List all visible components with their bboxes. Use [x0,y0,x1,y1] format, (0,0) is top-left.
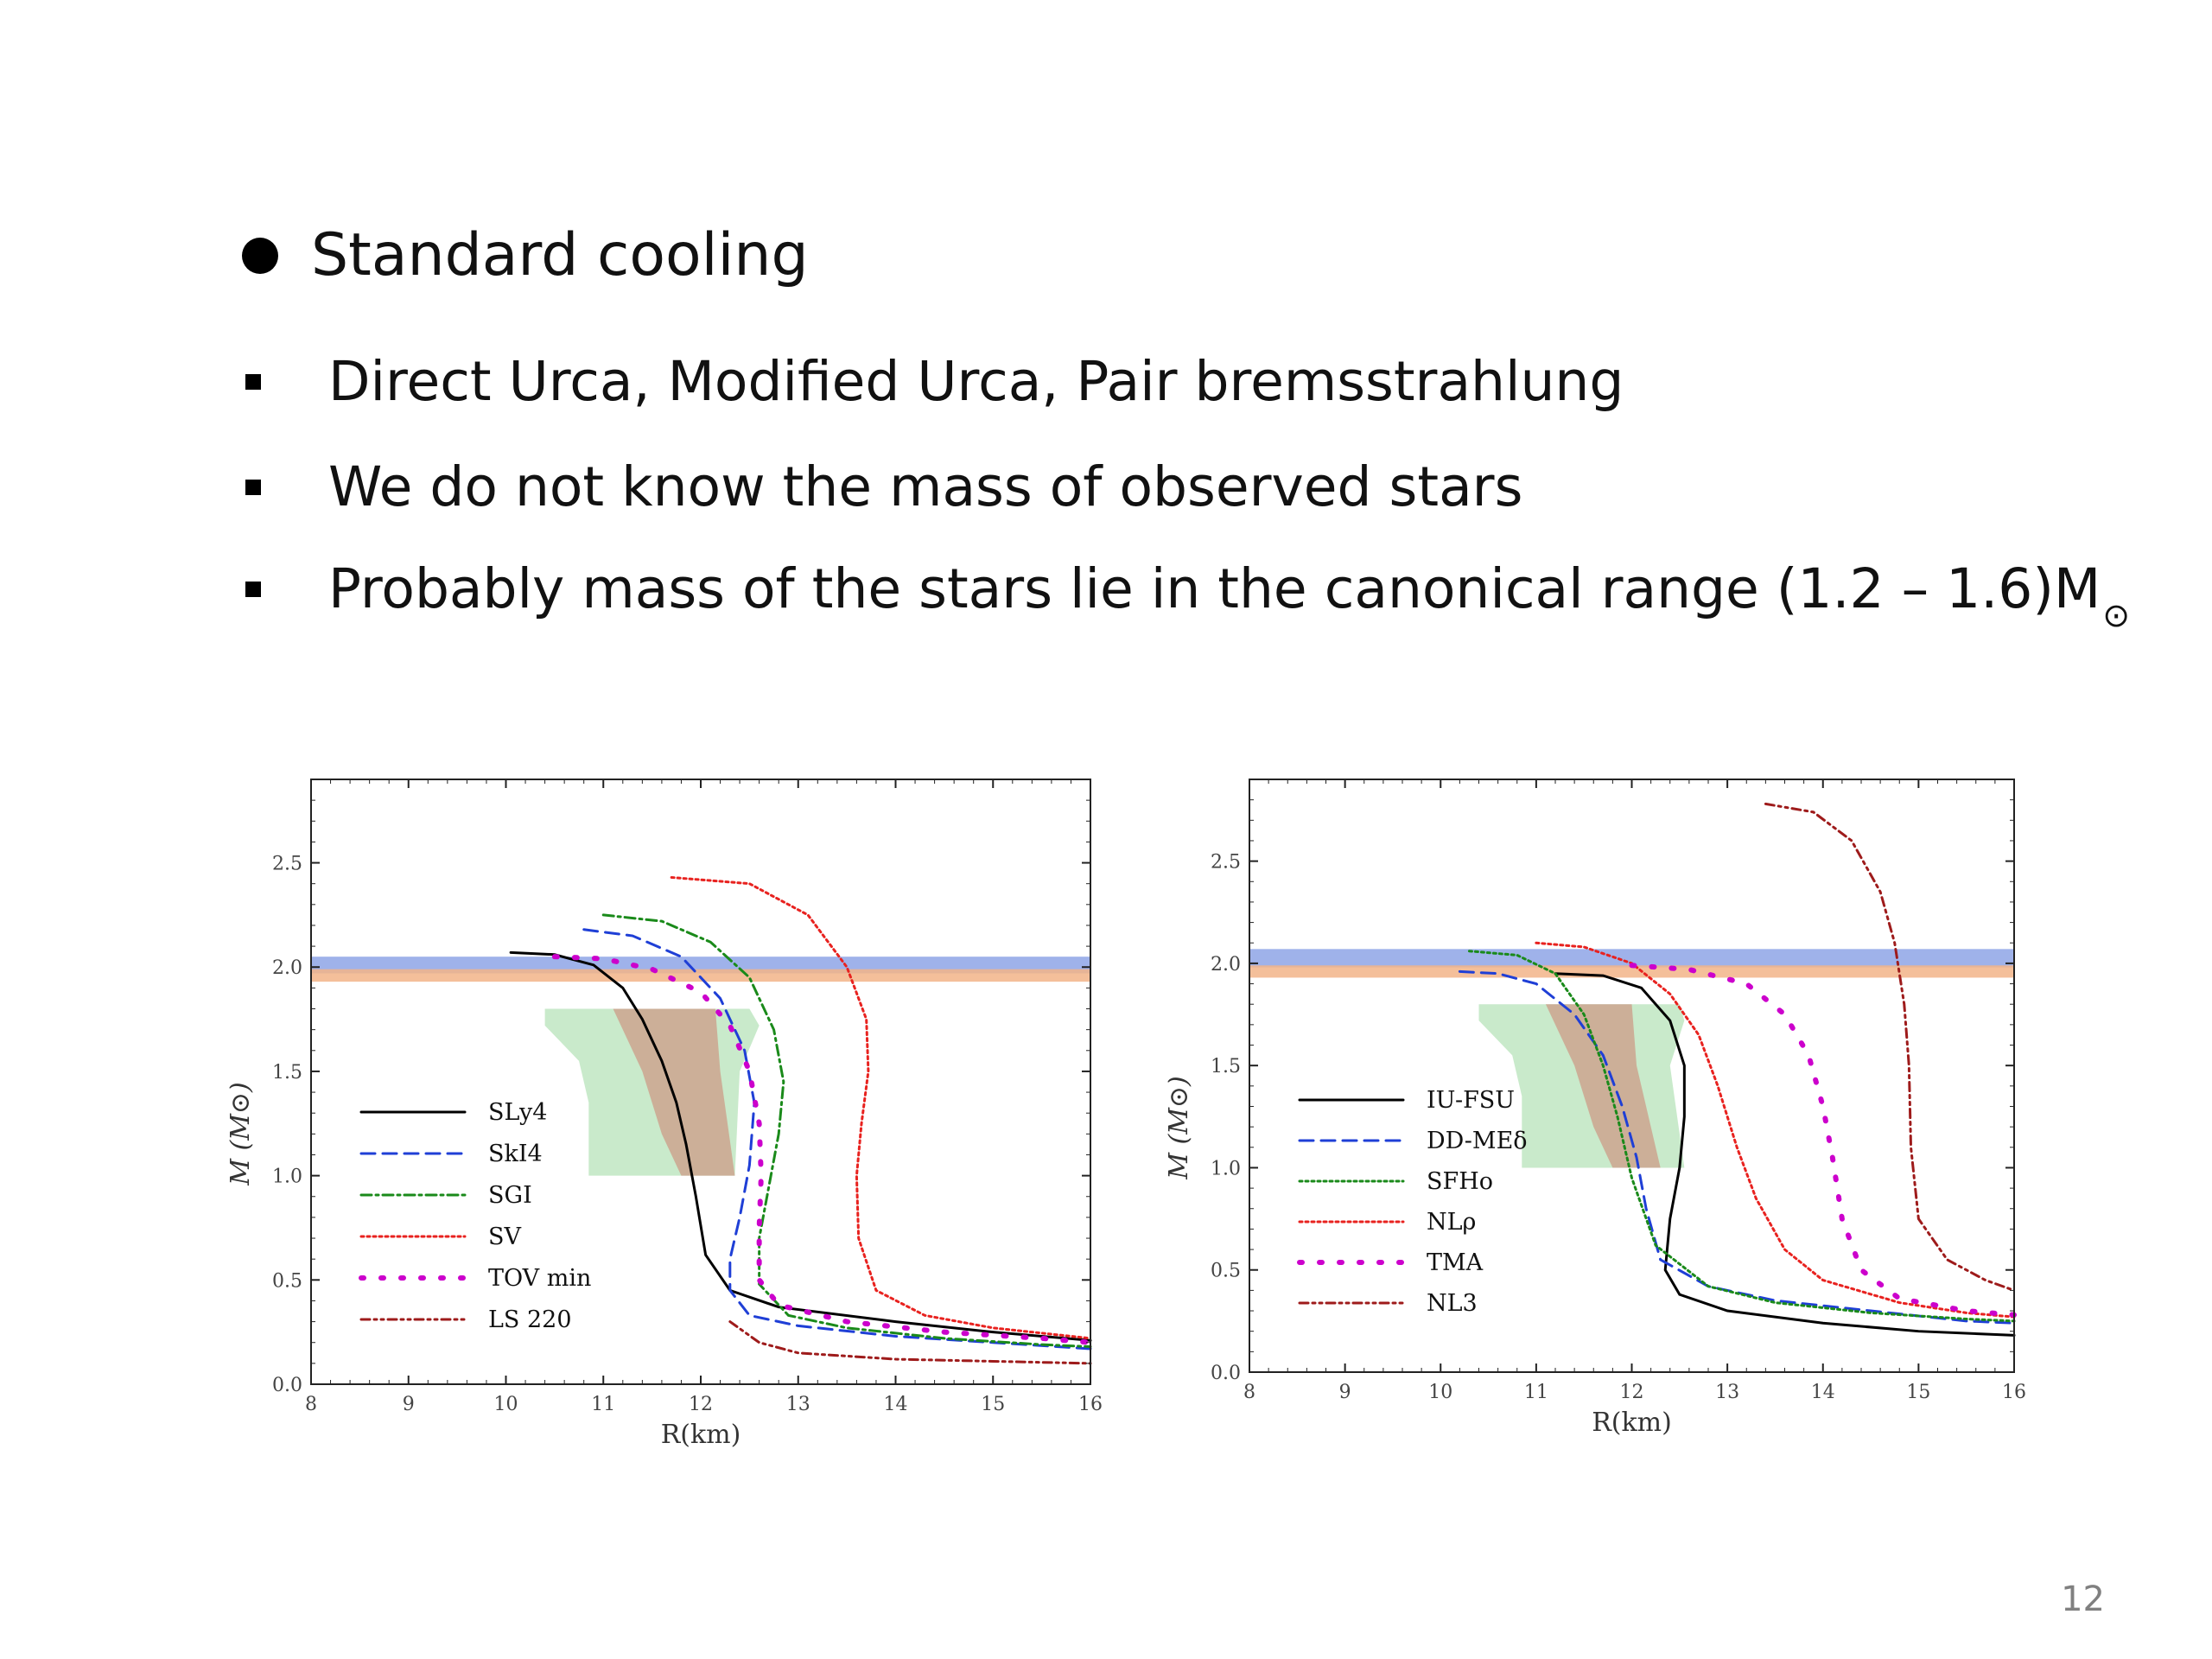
x-tick-label: 14 [884,1394,908,1415]
series-line [1764,802,2016,1292]
y-tick-label: 1.0 [272,1166,302,1188]
x-tick-label: 16 [2002,1382,2026,1403]
y-tick-label: 0.5 [272,1270,302,1292]
legend-label: SkI4 [488,1141,543,1167]
legend-label: DD-MEδ [1427,1128,1528,1154]
y-tick-label: 2.5 [272,854,302,875]
legend-label: TOV min [488,1265,591,1292]
bullet-text: Direct Urca, Modified Urca, Pair bremsst… [328,350,1624,413]
legend-label: SV [488,1224,521,1250]
y-tick-label: 1.5 [272,1062,302,1084]
slide-text: Standard cooling Direct Urca, Modified U… [0,0,2212,657]
x-tick-label: 12 [1620,1382,1644,1403]
x-tick-label: 16 [1078,1394,1103,1415]
x-tick-label: 12 [689,1394,713,1415]
mass-band-orange [1249,965,2014,978]
y-tick-label: 0.5 [1211,1261,1241,1282]
series-line [1467,950,2016,1323]
sun-symbol: ⊙ [2102,596,2131,634]
bullet-item: Direct Urca, Modified Urca, Pair bremsst… [245,354,1624,409]
series-line [1554,972,2016,1337]
square-bullet [245,581,261,597]
round-bullet [242,238,278,274]
series-line [582,928,1092,1351]
x-tick-label: 8 [1243,1382,1255,1403]
mass-band-blue [311,957,1090,974]
bullet-item: Probably mass of the stars lie in the ca… [245,562,2130,632]
legend-label: IU-FSU [1427,1087,1515,1114]
legend-label: NLρ [1427,1209,1476,1236]
x-tick-label: 9 [403,1394,415,1415]
x-axis-label: R(km) [1592,1408,1672,1438]
y-axis-label: M (M⊙) [226,1082,256,1186]
series-line [509,950,1092,1342]
y-tick-label: 1.0 [1211,1158,1241,1179]
legend-label: LS 220 [488,1306,572,1333]
legend-label: SLy4 [488,1099,547,1126]
x-tick-label: 11 [1524,1382,1548,1403]
mass-band-orange [311,969,1090,982]
square-bullet [245,479,261,495]
y-tick-label: 1.5 [1211,1056,1241,1077]
x-tick-label: 15 [1906,1382,1930,1403]
x-tick-label: 14 [1811,1382,1835,1403]
y-axis-label: M (M⊙) [1164,1076,1194,1180]
bullet-text-main: Probably mass of the stars lie in the ca… [328,557,2101,620]
bullet-item: We do not know the mass of observed star… [245,460,1522,514]
x-tick-label: 11 [591,1394,615,1415]
series-line [728,1320,1092,1365]
x-tick-label: 10 [1428,1382,1452,1403]
y-tick-label: 2.0 [272,957,302,979]
y-tick-label: 0.0 [272,1375,302,1396]
y-tick-label: 0.0 [1211,1363,1241,1384]
bullet-text: We do not know the mass of observed star… [328,455,1523,518]
chart-2: 8 9 10 11 12 13 14 15 16 0.0 0.5 1.0 1.5 2.0 2.5 R(km) M… [1164,779,2026,1438]
series-line [1629,963,2017,1318]
heading-row: Standard cooling [242,226,809,285]
x-axis-label: R(km) [661,1420,741,1450]
y-tick-label: 2.0 [1211,954,1241,976]
legend-label: NL3 [1427,1290,1478,1317]
mass-band-blue [1249,949,2014,968]
series-line [670,875,1092,1340]
x-tick-label: 8 [305,1394,317,1415]
x-tick-label: 10 [494,1394,518,1415]
y-tick-label: 2.5 [1211,852,1241,874]
heading: Standard cooling [311,221,809,289]
legend-label: SFHo [1427,1168,1493,1195]
series-line [1458,969,2016,1325]
x-tick-label: 15 [981,1394,1005,1415]
series-line [601,913,1092,1349]
x-tick-label: 13 [786,1394,810,1415]
x-tick-label: 9 [1339,1382,1351,1403]
page-number: 12 [2061,1580,2105,1619]
constraint-region-brown [1545,1004,1661,1168]
x-tick-label: 13 [1715,1382,1739,1403]
bullet-text: Probably mass of the stars lie in the ca… [328,562,2130,632]
square-bullet [245,373,261,390]
chart-1: 8 9 10 11 12 13 14 15 16 0.0 0.5 1.0 1.5 2.0 2.5 R(km) M… [226,779,1103,1450]
legend-label: SGI [488,1182,532,1209]
legend-label: TMA [1427,1249,1484,1276]
